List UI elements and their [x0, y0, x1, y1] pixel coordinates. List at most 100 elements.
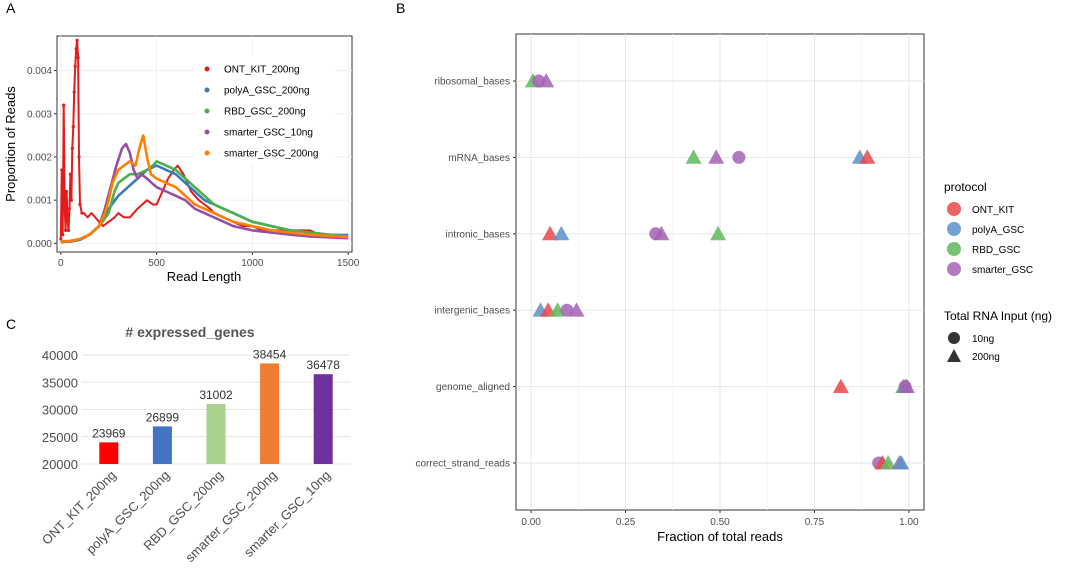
panel-c-bar-value-label: 31002: [199, 388, 233, 402]
panel-a-legend-background: [195, 55, 335, 165]
panel-b-point-ONT_KIT-200ng: [542, 225, 558, 241]
panel-c-x-ticks: ONT_KIT_200ngpolyA_GSC_200ngRBD_GSC_200n…: [39, 468, 334, 565]
panel-b-category-labels: ribosomal_bases mRNA_bases intronic_basesi…: [416, 77, 516, 470]
panel-c-y-tick-label: 30000: [42, 403, 78, 418]
panel-a-point-ONT_KIT_200ng: [65, 215, 70, 220]
panel-a-point-ONT_KIT_200ng: [59, 237, 63, 241]
legend-protocol-label: ONT_KIT: [972, 205, 1014, 216]
panel-a-x-ticks: 0 500 1000 1500: [58, 252, 360, 269]
panel-a-legend-label: smarter_GSC_10ng: [224, 128, 313, 139]
legend-protocol-title: protocol: [944, 180, 987, 194]
panel-a-point-ONT_KIT_200ng: [60, 168, 64, 172]
panel-a-point-ONT_KIT_200ng: [66, 228, 71, 232]
legend-input-triangle-key: [947, 349, 961, 362]
panel-b-point-polyA_GSC-200ng: [553, 225, 570, 241]
panel-a-point-ONT_KIT_200ng: [67, 207, 72, 211]
panel-b-category-label: intergenic_bases: [434, 306, 510, 317]
panel-b-x-axis-title: Fraction of total reads: [657, 529, 783, 544]
panel-b-point-smarter_GSC-200ng: [653, 225, 670, 241]
panel-a-x-tick-label: 500: [148, 258, 165, 269]
panel-b-category-label: correct_strand_reads: [416, 459, 511, 470]
panel-a-point-ONT_KIT_200ng: [64, 228, 68, 232]
panel-label-b: B: [396, 0, 405, 16]
panel-a-y-ticks: 0.000 0.001 0.002 0.003 0.004: [27, 66, 57, 250]
panel-a-legend-key: [204, 150, 210, 156]
panel-b-point-smarter_GSC-200ng: [538, 73, 555, 88]
panel-a-point-ONT_KIT_200ng: [75, 38, 79, 42]
panel-a-legend-key: [204, 129, 210, 135]
panel-b-point-smarter_GSC-200ng: [899, 378, 915, 393]
panel-a-y-tick-label: 0.004: [27, 66, 52, 77]
panel-b-x-tick-label: 1.00: [899, 517, 919, 528]
panel-a-point-ONT_KIT_200ng: [73, 64, 77, 68]
panel-b-point-smarter_GSC-200ng: [708, 149, 725, 164]
legend-input-label: 200ng: [972, 352, 1000, 363]
panel-a-point-ONT_KIT_200ng: [61, 233, 65, 237]
panel-c-bar-value-label: 23969: [92, 426, 126, 440]
panel-c-bar-value-label: 38454: [253, 347, 287, 361]
legend-protocol-key: [947, 242, 961, 256]
panel-b-point-RBD_GSC-200ng: [880, 455, 897, 470]
panel-a-legend-label: polyA_GSC_200ng: [224, 86, 310, 97]
panel-a-y-tick-label: 0.001: [27, 196, 52, 207]
panel-b-dot-chart: ribosomal_bases mRNA_bases intronic_basesi…: [416, 33, 1052, 544]
panel-a-point-ONT_KIT_200ng: [71, 125, 75, 129]
panel-c-y-ticks: 20000 25000 30000 35000 40000: [42, 348, 78, 472]
panel-a-x-tick-label: 0: [58, 258, 64, 269]
panel-c-bar-chart: # expressed_genes 23969 26899 31002 38454 36…: [39, 324, 350, 565]
panel-a-y-tick-label: 0.000: [27, 239, 52, 250]
panel-a-legend-key: [204, 87, 210, 93]
panel-c-bar-value-label: 26899: [146, 410, 180, 424]
panel-b-legend: protocol Total RNA Input (ng) ONT_KITpol…: [944, 180, 1052, 363]
legend-input-label: 10ng: [972, 334, 994, 345]
panel-a-legend-label: ONT_KIT_200ng: [224, 65, 300, 76]
panel-a-legend: ONT_KIT_200ng polyA_GSC_200ng RBD_GSC_200n…: [204, 65, 319, 160]
panel-b-point-ONT_KIT-200ng: [832, 378, 849, 393]
panel-c-y-tick-label: 20000: [42, 457, 78, 472]
panel-a-point-ONT_KIT_200ng: [76, 56, 80, 60]
panel-a-y-tick-label: 0.003: [27, 109, 52, 120]
legend-protocol-key: [947, 222, 961, 236]
panel-b-category-label: intronic_bases: [446, 229, 510, 240]
legend-protocol-key: [947, 202, 961, 216]
panel-a-series-lines: [59, 38, 349, 244]
panel-a-series-line-smarter_GSC_200ng: [60, 134, 349, 243]
panel-c-x-tick-label: smarter_GSC_200ng: [182, 468, 279, 565]
panel-b-category-label: genome_aligned: [436, 382, 510, 393]
panel-b-x-tick-label: 0.25: [616, 517, 636, 528]
panel-a-point-ONT_KIT_200ng: [64, 189, 69, 194]
panel-b-point-ONT_KIT-200ng: [859, 149, 876, 164]
legend-protocol-label: RBD_GSC: [972, 245, 1020, 256]
panel-a-point-ONT_KIT_200ng: [70, 146, 74, 150]
panel-a-point-ONT_KIT_200ng: [80, 211, 84, 215]
panel-b-point-smarter_GSC-200ng: [568, 302, 585, 317]
panel-a-y-tick-label: 0.002: [27, 152, 52, 163]
panel-a-y-axis-title: Proportion of Reads: [3, 86, 18, 202]
panel-a-point-ONT_KIT_200ng: [77, 155, 81, 159]
panel-b-x-ticks: 0.00 0.25 0.50 0.75 1.00: [521, 510, 919, 528]
panel-a-series-line-RBD_GSC_200ng: [60, 160, 349, 244]
panel-a-point-ONT_KIT_200ng: [63, 207, 67, 211]
panel-c-bar-ONT_KIT_200ng: [99, 442, 119, 464]
panel-b-point-RBD_GSC-200ng: [685, 149, 702, 164]
panel-b-points: [525, 73, 915, 470]
panel-a-point-ONT_KIT_200ng: [74, 47, 78, 51]
panel-a-line-chart: 0 500 1000 1500 0.000 0.001 0.002 0.003 0.004 R…: [3, 35, 360, 284]
panel-c-y-tick-label: 25000: [42, 430, 78, 445]
panel-b-point-smarter_GSC-10ng: [732, 150, 746, 164]
panel-b-x-tick-label: 0.50: [710, 517, 730, 528]
panel-b-point-polyA_GSC-200ng: [893, 455, 910, 470]
panel-a-legend-key: [204, 66, 210, 72]
panel-b-x-tick-label: 0.00: [521, 517, 541, 528]
legend-input-circle-key: [948, 332, 960, 344]
panel-a-legend-key: [204, 108, 210, 114]
panel-c-bar-smarter_GSC_200ng: [260, 363, 280, 464]
panel-label-c: C: [6, 316, 16, 332]
panel-c-bar-smarter_GSC_10ng: [313, 374, 333, 464]
panel-a-x-tick-label: 1000: [241, 258, 264, 269]
panel-a-x-axis-title: Read Length: [167, 269, 241, 284]
panel-a-x-tick-label: 1500: [337, 258, 360, 269]
legend-protocol-label: smarter_GSC: [972, 265, 1033, 276]
panel-a-legend-label: smarter_GSC_200ng: [224, 149, 319, 160]
